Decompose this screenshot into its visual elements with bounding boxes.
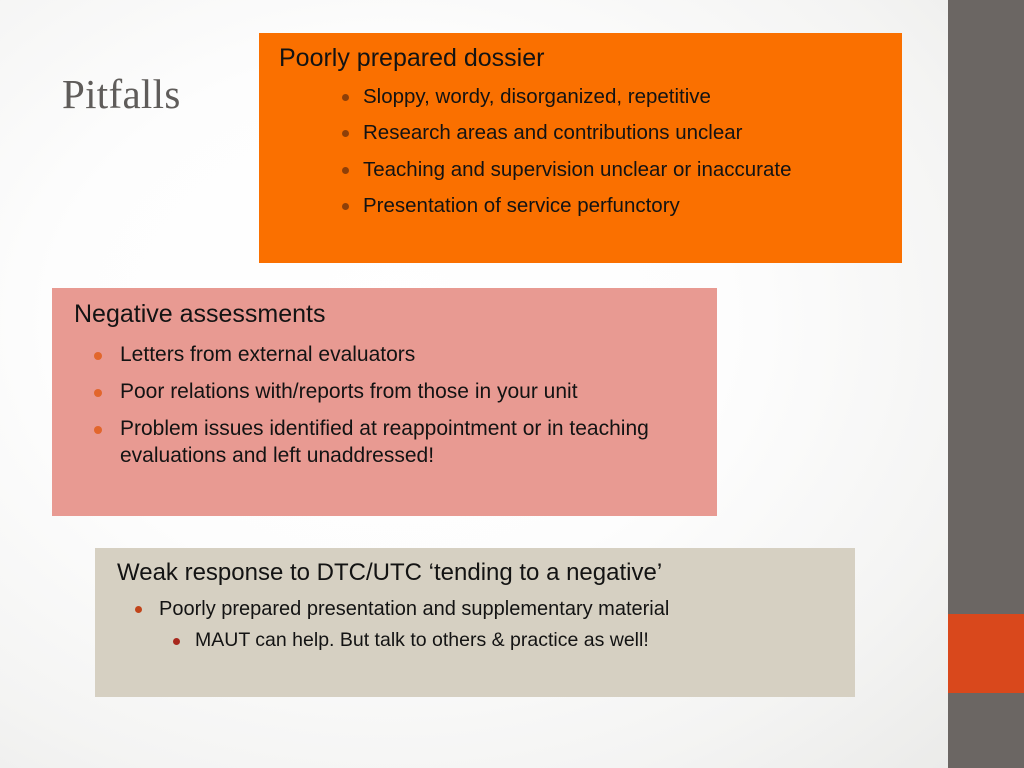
list-item-text: Problem issues identified at reappointme… — [120, 417, 649, 468]
bullet-dot-icon — [94, 351, 102, 360]
right-accent-bar-top — [948, 0, 1024, 614]
list-item: Sloppy, wordy, disorganized, repetitive — [341, 84, 902, 111]
right-accent-bar-bottom — [948, 693, 1024, 768]
box-heading-negative: Negative assessments — [74, 300, 326, 328]
box-negative-assessments: Negative assessments Letters from extern… — [52, 288, 717, 516]
bullet-dot-icon — [342, 93, 349, 101]
list-item: Letters from external evaluators — [90, 341, 717, 368]
bullet-dot-icon — [173, 638, 180, 646]
list-item: Problem issues identified at reappointme… — [90, 415, 717, 470]
list-item-text: Poorly prepared presentation and supplem… — [159, 598, 670, 621]
bullet-list-dossier: Sloppy, wordy, disorganized, repetitive … — [279, 84, 902, 221]
bullet-list-negative: Letters from external evaluators Poor re… — [74, 341, 717, 470]
box-poorly-prepared-dossier: Poorly prepared dossier Sloppy, wordy, d… — [259, 33, 902, 263]
list-item-text: Poor relations with/reports from those i… — [120, 379, 578, 403]
list-item: Poor relations with/reports from those i… — [90, 378, 717, 405]
bullet-dot-icon — [342, 130, 349, 138]
list-item: Research areas and contributions unclear — [341, 120, 902, 147]
bullet-dot-icon — [342, 166, 349, 174]
bullet-list-weak: Poorly prepared presentation and supplem… — [117, 596, 855, 653]
bullet-dot-icon — [135, 606, 142, 614]
list-item: Teaching and supervision unclear or inac… — [341, 157, 902, 184]
page-title: Pitfalls — [62, 71, 181, 117]
list-item: Presentation of service perfunctory — [341, 193, 902, 220]
list-item-text: MAUT can help. But talk to others & prac… — [195, 629, 649, 652]
bullet-dot-icon — [342, 203, 349, 211]
list-item-text: Research areas and contributions unclear — [363, 121, 743, 145]
bullet-dot-icon — [94, 426, 102, 435]
list-item: Poorly prepared presentation and supplem… — [133, 596, 855, 622]
list-item-text: Teaching and supervision unclear or inac… — [363, 157, 792, 181]
box-heading-dossier: Poorly prepared dossier — [279, 44, 545, 72]
list-item-text: Sloppy, wordy, disorganized, repetitive — [363, 84, 711, 108]
box-weak-response: Weak response to DTC/UTC ‘tending to a n… — [95, 548, 855, 697]
list-item-sub: MAUT can help. But talk to others & prac… — [171, 628, 855, 653]
list-item-text: Presentation of service perfunctory — [363, 194, 680, 218]
bullet-dot-icon — [94, 388, 102, 397]
list-item-text: Letters from external evaluators — [120, 342, 416, 366]
right-accent-bar-orange — [948, 614, 1024, 693]
box-heading-weak: Weak response to DTC/UTC ‘tending to a n… — [117, 559, 663, 586]
